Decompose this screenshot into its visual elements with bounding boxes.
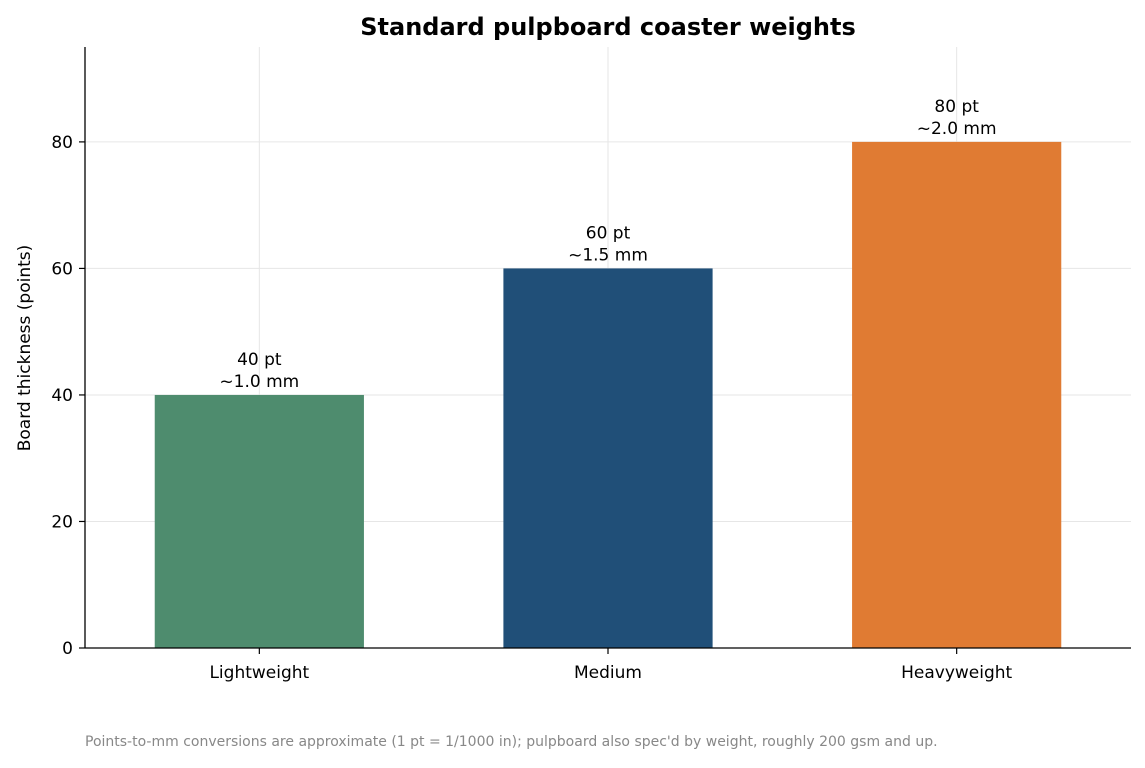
y-tick-label: 80 [51, 133, 73, 153]
y-axis-ticks: 0 20 40 60 80 [51, 133, 85, 659]
data-label: 40 pt ~1.0 mm [219, 350, 299, 392]
x-axis-ticks: Lightweight Medium Heavyweight [209, 648, 1013, 683]
bars [154, 141, 1062, 649]
chart-title: Standard pulpboard coaster weights [360, 13, 856, 41]
footnote: Points-to-mm conversions are approximate… [85, 734, 938, 750]
bar-lightweight [154, 394, 364, 648]
bar-medium [503, 268, 713, 648]
y-tick-label: 60 [51, 259, 73, 279]
y-tick-label: 40 [51, 386, 73, 406]
data-label: 80 pt ~2.0 mm [917, 97, 997, 139]
y-tick-label: 0 [62, 639, 73, 659]
data-label: 60 pt ~1.5 mm [568, 223, 648, 265]
data-labels: 40 pt ~1.0 mm 60 pt ~1.5 mm 80 pt ~2.0 mm [219, 97, 996, 392]
x-tick-label: Lightweight [209, 663, 309, 683]
x-tick-label: Medium [574, 663, 642, 683]
x-tick-label: Heavyweight [901, 663, 1012, 683]
y-axis-label: Board thickness (points) [15, 245, 35, 452]
y-tick-label: 20 [51, 512, 73, 532]
bar-heavyweight [852, 141, 1062, 649]
